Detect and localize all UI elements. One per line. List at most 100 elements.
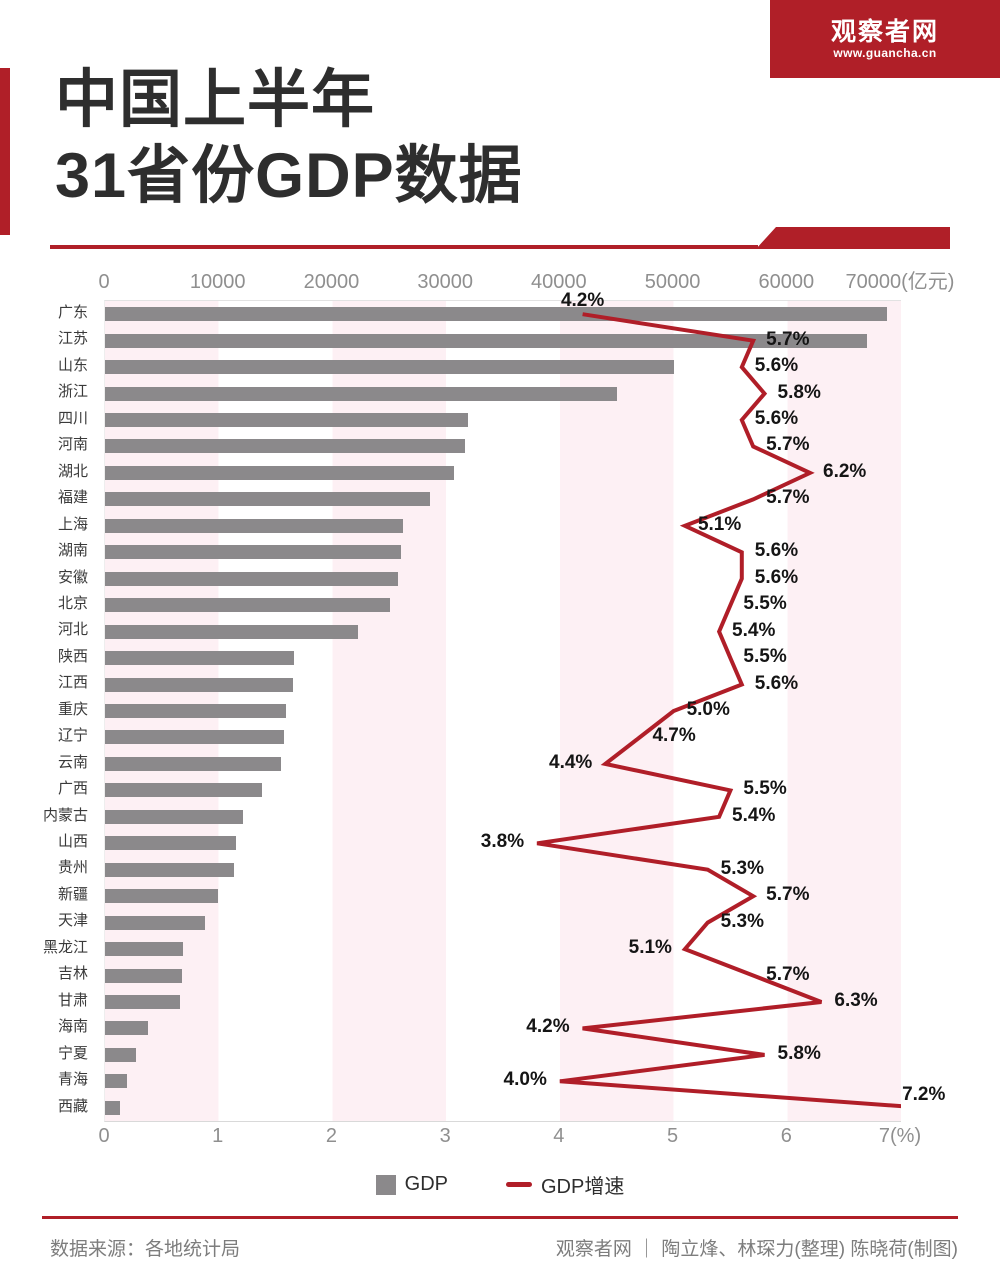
- province-label: 广东: [57, 304, 88, 321]
- logo-name: 观察者网: [830, 17, 939, 46]
- province-label: 陕西: [57, 647, 88, 665]
- growth-value-label: 5.6%: [754, 355, 799, 377]
- province-label: 湖北: [57, 462, 88, 480]
- chart-plot-area: 4.2% 5.7% 5.6% 5.8% 5.6% 5.7% 6.2% 5.7% 5.1% 5.6%…: [104, 290, 945, 1122]
- growth-value-label: 5.3%: [720, 857, 764, 879]
- growth-value-label: 5.7%: [766, 487, 810, 509]
- growth-value-label: 5.7%: [766, 963, 810, 985]
- gdp-bar: [105, 492, 430, 507]
- growth-value-label: 5.8%: [777, 381, 821, 403]
- province-label: 青海: [57, 1071, 88, 1089]
- gdp-bar: [105, 1074, 127, 1089]
- growth-value-label: 5.7%: [766, 434, 810, 456]
- gdp-bar: [105, 386, 617, 401]
- growth-value-label: 4.4%: [549, 751, 593, 773]
- top-axis-tick: 40000: [531, 271, 587, 293]
- province-label: 吉林: [57, 965, 88, 983]
- province-label: 新疆: [57, 885, 88, 903]
- gdp-bar: [105, 545, 401, 560]
- top-axis-tick: 60000: [758, 271, 815, 293]
- footer-divider: [42, 1216, 958, 1219]
- gdp-bar: [105, 994, 180, 1009]
- growth-value-label: 6.3%: [834, 989, 878, 1011]
- page-title-line2: 31省份GDP数据: [55, 141, 523, 211]
- province-label: 宁夏: [57, 1044, 88, 1062]
- gdp-bar: [105, 889, 218, 904]
- gdp-bar: [105, 1100, 121, 1115]
- growth-value-label: 6.2%: [823, 460, 867, 482]
- growth-value-label: 3.8%: [480, 831, 525, 853]
- gdp-bar: [105, 413, 468, 428]
- gdp-bar: [105, 756, 281, 771]
- gdp-bar: [105, 651, 294, 666]
- gdp-bar: [105, 307, 887, 322]
- bottom-axis-tick: 2: [325, 1125, 337, 1147]
- growth-value-label: 5.4%: [732, 804, 776, 826]
- bottom-axis-tick: 3: [439, 1125, 451, 1147]
- province-label: 江苏: [57, 330, 88, 348]
- growth-value-label: 5.6%: [754, 540, 799, 562]
- data-source-note: 数据来源：各地统计局: [50, 1239, 241, 1260]
- gdp-bar: [105, 360, 675, 375]
- province-label: 重庆: [57, 700, 88, 718]
- bottom-axis-tick: 1: [212, 1125, 224, 1147]
- growth-value-label: 5.1%: [628, 937, 672, 959]
- bottom-axis-tick: 7(%): [878, 1125, 922, 1147]
- page-title: 中国上半年 31省份GDP数据: [55, 62, 523, 214]
- page-title-line1: 中国上半年: [55, 65, 375, 135]
- gdp-bar: [105, 333, 867, 348]
- province-label: 江西: [57, 674, 88, 692]
- gdp-bar: [105, 783, 263, 798]
- top-axis-gdp: 0 10000 20000 30000 40000 50000 60000 70000(亿元): [0, 269, 1000, 295]
- province-label: 北京: [57, 594, 88, 612]
- growth-value-label: 7.2%: [902, 1083, 946, 1105]
- gdp-bar: [105, 1047, 136, 1062]
- top-axis-tick: 10000: [189, 271, 246, 293]
- growth-value-label: 5.5%: [743, 778, 787, 800]
- province-label: 四川: [57, 409, 88, 427]
- gdp-bar: [105, 1021, 149, 1036]
- left-accent-bar: [0, 68, 10, 235]
- growth-value-label: 5.8%: [777, 1042, 821, 1064]
- province-label: 海南: [57, 1018, 88, 1036]
- title-divider-block: [756, 227, 950, 249]
- province-label: 贵州: [57, 859, 88, 877]
- legend-growth-label: GDP增速: [541, 1176, 625, 1198]
- top-axis-tick: 70000(亿元): [845, 271, 955, 293]
- province-label: 河北: [57, 621, 88, 639]
- province-label: 安徽: [57, 568, 88, 586]
- province-label: 甘肃: [57, 991, 88, 1009]
- province-label: 浙江: [57, 383, 88, 401]
- bottom-axis-tick: 5: [667, 1125, 679, 1147]
- gdp-bar: [105, 571, 398, 586]
- top-axis-tick: 30000: [417, 271, 473, 293]
- legend-gdp-label: GDP: [404, 1173, 448, 1195]
- legend-item-growth: GDP增速: [506, 1170, 624, 1199]
- growth-value-label: 5.7%: [766, 884, 810, 906]
- top-axis-tick: 0: [98, 271, 110, 293]
- gdp-bar: [105, 730, 284, 745]
- province-label: 山东: [57, 356, 88, 374]
- province-label: 黑龙江: [42, 938, 88, 956]
- bottom-axis-growth: 0 1 2 3 4 5 6 7(%): [0, 1123, 1000, 1149]
- province-label: 湖南: [57, 542, 88, 560]
- gdp-bar: [105, 704, 287, 718]
- growth-value-label: 5.3%: [720, 910, 764, 932]
- growth-value-label: 5.7%: [766, 328, 810, 350]
- gdp-bar: [105, 968, 183, 983]
- province-label: 西藏: [57, 1097, 88, 1115]
- growth-line-swatch-icon: [506, 1182, 532, 1187]
- gdp-bar: [105, 598, 390, 613]
- growth-value-label: 5.0%: [686, 699, 730, 720]
- gdp-bar: [105, 439, 466, 454]
- province-label: 辽宁: [57, 727, 88, 745]
- province-label: 广西: [57, 780, 88, 798]
- growth-value-label: 5.4%: [732, 619, 776, 641]
- growth-value-label: 5.1%: [697, 513, 742, 535]
- gdp-bar: [105, 836, 236, 851]
- bottom-axis-tick: 0: [98, 1125, 110, 1147]
- gdp-bar: [105, 809, 243, 824]
- bottom-axis-tick: 6: [780, 1125, 792, 1147]
- gdp-bar-swatch-icon: [375, 1174, 396, 1195]
- province-label: 云南: [57, 753, 88, 771]
